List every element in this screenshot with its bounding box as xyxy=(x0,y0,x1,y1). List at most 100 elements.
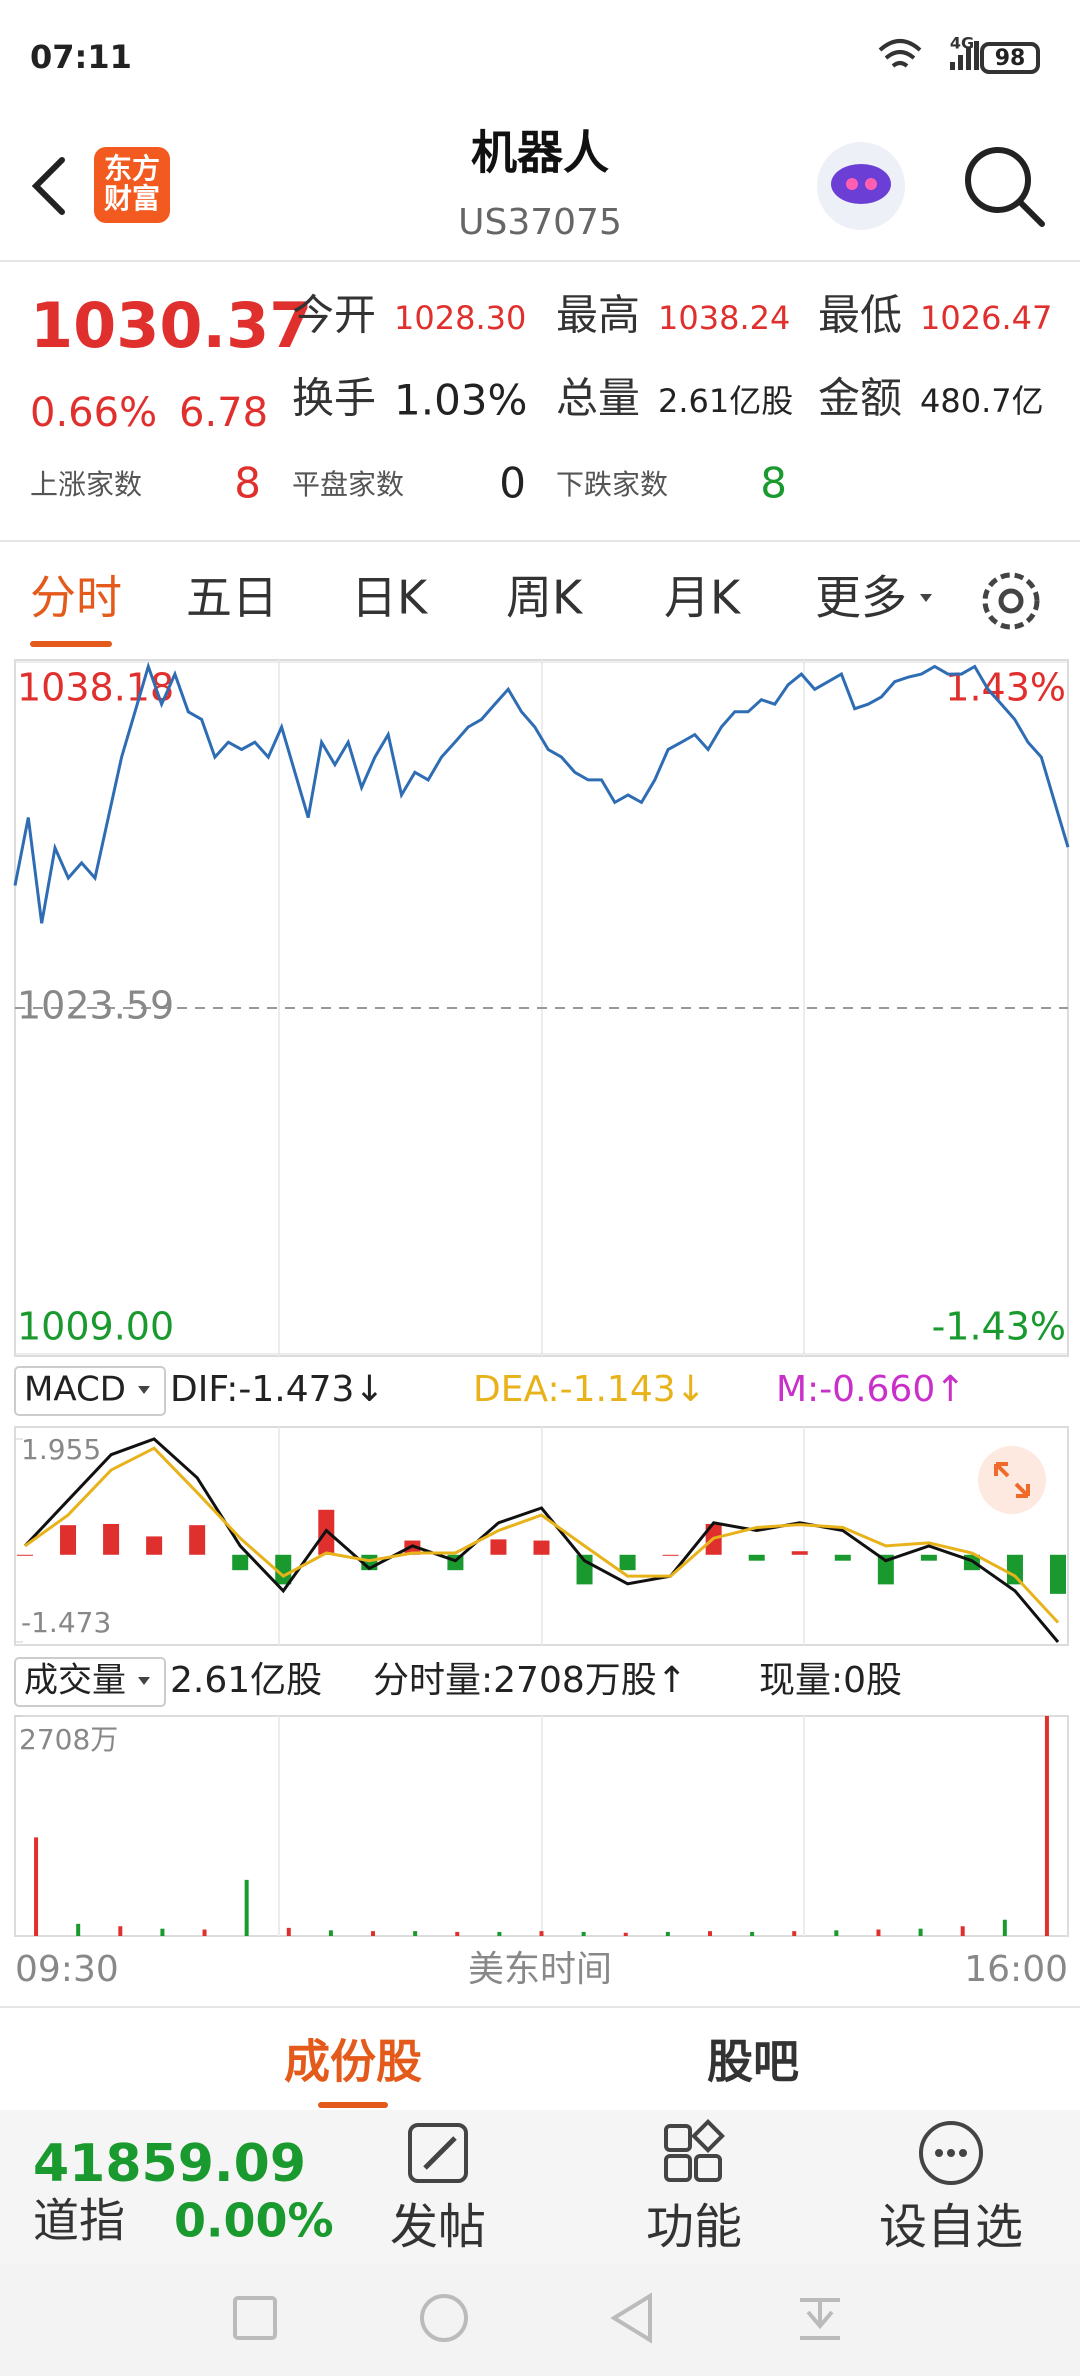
index-value[interactable]: 41859.09 xyxy=(33,2134,306,2194)
chart-tab[interactable]: 周K xyxy=(506,571,584,625)
battery-icon xyxy=(980,42,1040,74)
macd-bar xyxy=(189,1525,206,1555)
action-button[interactable]: 发帖 xyxy=(390,2199,486,2255)
volume-bar xyxy=(202,1929,207,1936)
macd-bar xyxy=(275,1554,292,1585)
index-change[interactable]: 0.00% xyxy=(174,2194,334,2248)
avatar[interactable] xyxy=(817,142,905,230)
volume-bar xyxy=(750,1931,755,1936)
change-percent: 0.66% xyxy=(30,390,157,436)
macd-bar xyxy=(1006,1554,1023,1585)
volume-bar xyxy=(581,1931,586,1936)
stock-code: US37075 xyxy=(458,202,622,243)
volume-bar xyxy=(413,1931,418,1936)
status-icons xyxy=(878,39,1040,74)
breadth-value: 8 xyxy=(760,459,787,508)
expand-button[interactable] xyxy=(978,1446,1046,1514)
volume-bar xyxy=(539,1931,544,1936)
app-logo[interactable] xyxy=(94,147,170,223)
chart-tab[interactable]: 月K xyxy=(664,571,742,625)
legend-entry: DIF:-1.473↓ xyxy=(170,1369,385,1410)
indicator-name: 成交量 xyxy=(24,1661,126,1701)
macd-bar xyxy=(17,1554,33,1556)
volume-bar xyxy=(118,1926,123,1936)
macd-bar xyxy=(1050,1554,1066,1594)
macd-bar xyxy=(748,1554,765,1561)
stat-label: 换手 xyxy=(292,374,376,423)
y-tick-label: 1009.00 xyxy=(17,1305,174,1349)
breadth-value: 8 xyxy=(234,459,261,508)
volume-bar xyxy=(792,1931,797,1936)
stat-label: 今开 xyxy=(292,291,376,340)
breadth-label: 平盘家数 xyxy=(292,468,404,501)
volume-bar xyxy=(497,1931,502,1936)
macd-bar xyxy=(920,1554,937,1561)
last-price: 1030.37 xyxy=(30,289,312,362)
status-time: 07:11 xyxy=(30,38,132,76)
indicator-selector[interactable] xyxy=(14,1657,166,1707)
y-tick-label: 2708万 xyxy=(19,1723,118,1756)
time-label: 16:00 xyxy=(964,1949,1068,1990)
volume-bar xyxy=(665,1931,670,1936)
stat-label: 最高 xyxy=(556,291,640,340)
section-tab[interactable]: 成份股 xyxy=(284,2035,422,2089)
nav-home[interactable] xyxy=(420,2294,468,2342)
breadth-label: 上涨家数 xyxy=(30,468,142,501)
stat-label: 金额 xyxy=(818,374,902,423)
macd-bar xyxy=(232,1554,249,1571)
stat-value: 1026.47 xyxy=(920,299,1052,337)
volume-bar xyxy=(707,1931,712,1936)
chart-tab[interactable]: 日K xyxy=(351,571,429,625)
action-icons xyxy=(408,2119,983,2185)
chart-tab[interactable]: 更多 xyxy=(815,571,907,625)
section-tab[interactable]: 股吧 xyxy=(707,2035,799,2089)
macd-bar xyxy=(533,1540,550,1555)
volume-total: 2.61亿股 xyxy=(170,1660,322,1701)
nav-recent[interactable] xyxy=(233,2296,277,2340)
tab-indicator xyxy=(30,641,112,647)
chart-tab[interactable]: 五日 xyxy=(186,571,278,625)
chart-tab[interactable]: 分时 xyxy=(30,571,122,625)
macd-bar xyxy=(619,1554,636,1571)
page-title: 机器人 xyxy=(471,126,609,180)
nav-menu[interactable] xyxy=(800,2298,840,2340)
logo-text: 财富 xyxy=(104,182,160,215)
volume-bar xyxy=(160,1928,165,1936)
index-name[interactable]: 道指 xyxy=(33,2194,125,2248)
action-button[interactable]: 功能 xyxy=(646,2199,742,2255)
volume-legend: 现量:0股 xyxy=(759,1660,902,1701)
dropdown-caret xyxy=(138,1386,150,1394)
macd-line xyxy=(24,1446,1060,1624)
action-button[interactable]: 设自选 xyxy=(879,2199,1023,2255)
nav-buttons xyxy=(233,2292,840,2344)
macd-bar xyxy=(791,1551,808,1555)
stat-value: 1038.24 xyxy=(658,299,790,337)
logo-text: 东方 xyxy=(104,152,160,185)
stat-value: 480.7亿 xyxy=(920,382,1044,420)
volume-bar xyxy=(328,1930,333,1936)
macd-bar xyxy=(103,1523,120,1555)
volume-legend: 分时量:2708万股↑ xyxy=(373,1660,687,1701)
change-amount: 6.78 xyxy=(179,390,268,436)
volume-bar xyxy=(876,1929,881,1936)
y-tick-label: 1.955 xyxy=(21,1433,101,1466)
legend-entry: DEA:-1.143↓ xyxy=(473,1369,706,1410)
network-type: 4G xyxy=(950,34,974,53)
search-button[interactable] xyxy=(965,147,1045,227)
macd-bar xyxy=(146,1536,163,1555)
indicator-selector[interactable] xyxy=(14,1366,166,1416)
macd-bar xyxy=(60,1525,77,1555)
macd-bar xyxy=(404,1540,421,1555)
back-button[interactable] xyxy=(31,157,65,215)
volume-bar xyxy=(455,1931,460,1936)
volume-bar xyxy=(623,1932,628,1936)
signal-icon xyxy=(950,41,979,70)
y-tick-label: -1.473 xyxy=(21,1606,111,1639)
settings-button[interactable] xyxy=(982,572,1040,630)
breadth-label: 下跌家数 xyxy=(556,468,668,501)
nav-back[interactable] xyxy=(610,2292,652,2344)
volume-bar xyxy=(286,1927,291,1936)
macd-bar xyxy=(877,1554,894,1585)
